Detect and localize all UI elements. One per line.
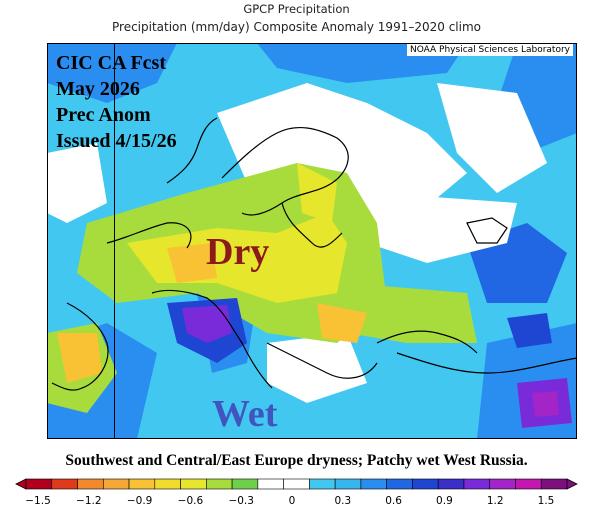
colorbar-swatch	[540, 478, 568, 490]
colorbar-swatch	[257, 478, 284, 490]
colorbar-tick-label: −0.9	[127, 495, 153, 507]
anomaly-field	[47, 43, 577, 439]
map-subtitle: Precipitation (mm/day) Composite Anomaly…	[112, 20, 481, 34]
neutral-northeast	[437, 83, 547, 193]
colorbar-tick-label: 0	[289, 495, 296, 507]
precipitation-anomaly-map	[47, 43, 577, 439]
colorbar-tick-label: −1.2	[76, 495, 102, 507]
colorbar-tick-label: 1.2	[487, 495, 504, 507]
dry-iberia	[57, 333, 102, 383]
colorbar-swatch	[437, 478, 465, 490]
colorbar: −1.5 −1.2 −0.9 −0.6 −0.3 0 0.3 0.6 0.9 1.2 1.5	[0, 475, 593, 511]
wet-region-northwest	[47, 43, 177, 103]
colorbar-swatch	[283, 478, 310, 490]
colorbar-swatch	[231, 478, 259, 490]
colorbar-tick-label: 1.5	[538, 495, 555, 507]
colorbar-swatch	[180, 478, 207, 490]
wet-label: Wet	[212, 393, 278, 435]
very-wet-alps	[182, 305, 232, 343]
colorbar-swatch	[309, 478, 336, 490]
colorbar-swatch	[154, 478, 181, 490]
colorbar-tick-label: −0.6	[178, 495, 204, 507]
colorbar-tick-label: −1.5	[25, 495, 51, 507]
wet-caucasus	[507, 313, 552, 348]
colorbar-swatch	[412, 478, 439, 490]
forecast-line: CIC CA Fcst	[56, 52, 166, 74]
summary-caption: Southwest and Central/East Europe drynes…	[65, 452, 528, 469]
colorbar-tick-label: 0.3	[334, 495, 351, 507]
colorbar-tick-label: 0.9	[436, 495, 453, 507]
colorbar-swatch	[334, 478, 362, 490]
map-title: GPCP Precipitation	[243, 2, 350, 16]
colorbar-swatch	[51, 478, 78, 490]
dry-core-germany	[167, 243, 217, 283]
colorbar-tick-label: −0.3	[228, 495, 254, 507]
colorbar-swatch	[128, 478, 156, 490]
colorbar-swatch	[25, 478, 53, 490]
colorbar-swatch	[489, 478, 516, 490]
colorbar-swatch	[102, 478, 130, 490]
colorbar-high-arrow	[566, 478, 578, 490]
dry-label: Dry	[206, 231, 270, 273]
colorbar-swatch	[386, 478, 413, 490]
forecast-line: Issued 4/15/26	[56, 130, 177, 152]
neutral-west	[47, 143, 107, 223]
inset-divider	[114, 44, 115, 438]
coastlines	[51, 117, 577, 391]
dry-romania	[317, 303, 367, 343]
colorbar-swatch	[77, 478, 104, 490]
colorbar-swatch	[360, 478, 387, 490]
neutral-east	[367, 193, 517, 263]
forecast-line: Prec Anom	[56, 104, 151, 126]
colorbar-swatch	[206, 478, 233, 490]
forecast-line: May 2026	[56, 78, 140, 100]
colorbar-swatch	[463, 478, 491, 490]
colorbar-graphic: −1.5 −1.2 −0.9 −0.6 −0.3 0 0.3 0.6 0.9 1.2 1.5	[15, 478, 578, 507]
forecast-info-block: CIC CA Fcst May 2026 Prec Anom Issued 4/…	[56, 50, 177, 154]
wet-turkey-east-core	[532, 391, 559, 417]
colorbar-swatch	[515, 478, 542, 490]
dry-baltic	[297, 163, 337, 223]
slight-dry-east	[347, 283, 477, 343]
colorbar-tick-label: 0.6	[385, 495, 402, 507]
credit-label: NOAA Physical Sciences Laboratory	[406, 44, 573, 56]
colorbar-low-arrow	[15, 478, 27, 490]
